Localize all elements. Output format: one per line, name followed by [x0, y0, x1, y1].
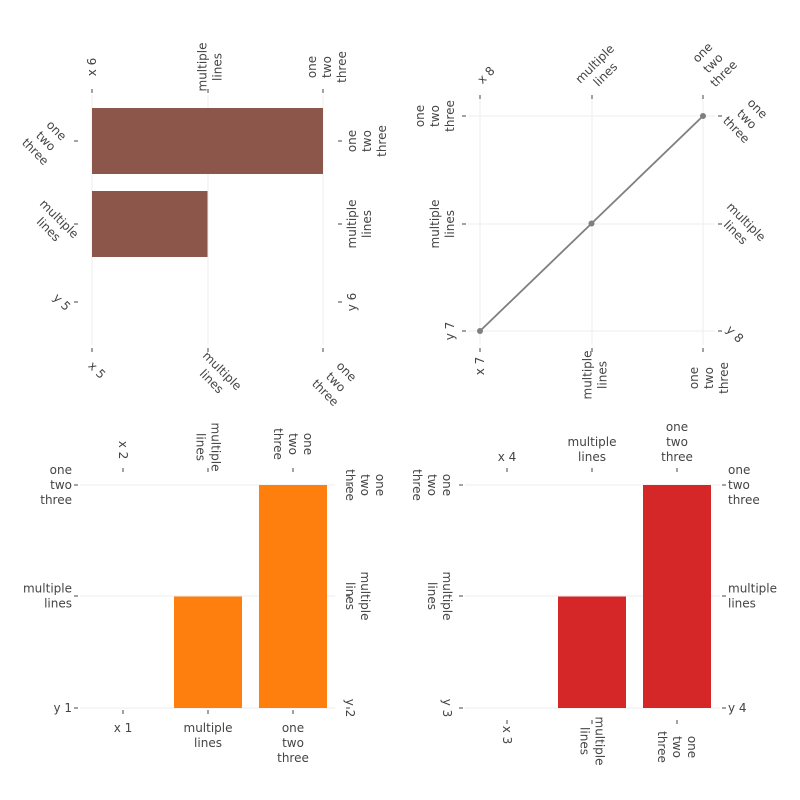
c1-xtick-label: x 1 — [114, 721, 133, 735]
c2-x2tick-label: x 4 — [498, 450, 517, 464]
c3-x2tick-label: onetwothree — [305, 51, 349, 83]
c4-point — [588, 220, 595, 227]
c4-point — [477, 328, 483, 334]
c1-bar — [259, 485, 327, 708]
c4-ytick-label: multiplelines — [428, 199, 457, 248]
c3-ytick-label: y 5 — [50, 291, 73, 314]
c2-bar — [643, 485, 711, 708]
c1-y2tick-label: multiplelines — [343, 571, 372, 620]
c4-y2tick-label: multiplelines — [713, 200, 768, 255]
c3-x2tick-label: multiplelines — [196, 42, 225, 91]
c4-xtick-label: multiplelines — [581, 350, 610, 399]
c4-xtick-label: onetwothree — [687, 362, 731, 394]
c2-xtick-label: multiplelines — [577, 716, 606, 765]
c1-xtick-label: one two three — [277, 721, 309, 765]
c3-xtick-label: x 5 — [85, 359, 108, 382]
c4-point — [700, 113, 706, 119]
c3-xtick-label: multiplelines — [189, 349, 244, 404]
c1-ytick-label: one two three — [40, 463, 72, 507]
c3-y2tick-label: onetwothree — [345, 125, 389, 157]
c4-y2tick-label: onetwothree — [720, 92, 774, 146]
c3-bar — [92, 191, 208, 257]
c4-x2tick-label: multiplelines — [573, 42, 628, 97]
c1-y2tick-label: y 2 — [343, 699, 357, 718]
c2-bar — [558, 596, 626, 708]
c2-y2tick-label: one two three — [728, 463, 760, 507]
c3-ytick-label: multiplelines — [26, 197, 81, 252]
c4-x2tick-label: onetwothree — [686, 36, 740, 90]
c2-x2tick-label: multiple lines — [567, 435, 616, 464]
c2-ytick-label: multiplelines — [425, 571, 454, 620]
c1-y2tick-label: onetwothree — [343, 469, 387, 501]
c2-y2tick-label: multiple lines — [728, 582, 777, 611]
c1-x2tick-label: x 2 — [116, 441, 130, 460]
c2-xtick-label: onetwothree — [655, 731, 699, 763]
c1-bar — [174, 596, 242, 708]
c4-ytick-label: onetwothree — [413, 100, 457, 132]
c3-y2tick-label: y 6 — [345, 293, 359, 312]
c1-ytick-label: multiple lines — [23, 582, 72, 611]
c4-x2tick-label: x 8 — [475, 64, 498, 87]
c2-x2tick-label: one two three — [661, 420, 693, 464]
c1-x2tick-label: multiplelines — [193, 422, 222, 471]
c2-ytick-label: onetwothree — [410, 469, 454, 501]
c3-ytick-label: onetwothree — [19, 114, 73, 168]
c2-y2tick-label: y 4 — [728, 701, 747, 715]
c4-ytick-label: y 7 — [443, 322, 457, 341]
c3-x2tick-label: x 6 — [85, 58, 99, 77]
c2-xtick-label: x 3 — [500, 726, 514, 745]
c1-xtick-label: multiple lines — [183, 721, 232, 750]
c4-y2tick-label: y 8 — [723, 323, 746, 346]
c1-ytick-label: y 1 — [53, 701, 72, 715]
c2-ytick-label: y 3 — [440, 699, 454, 718]
c3-bar — [92, 108, 323, 174]
c4-xtick-label: x 7 — [473, 357, 487, 376]
c3-y2tick-label: multiplelines — [345, 199, 374, 248]
c1-x2tick-label: onetwothree — [271, 428, 315, 460]
c3-xtick-label: onetwothree — [309, 355, 363, 409]
